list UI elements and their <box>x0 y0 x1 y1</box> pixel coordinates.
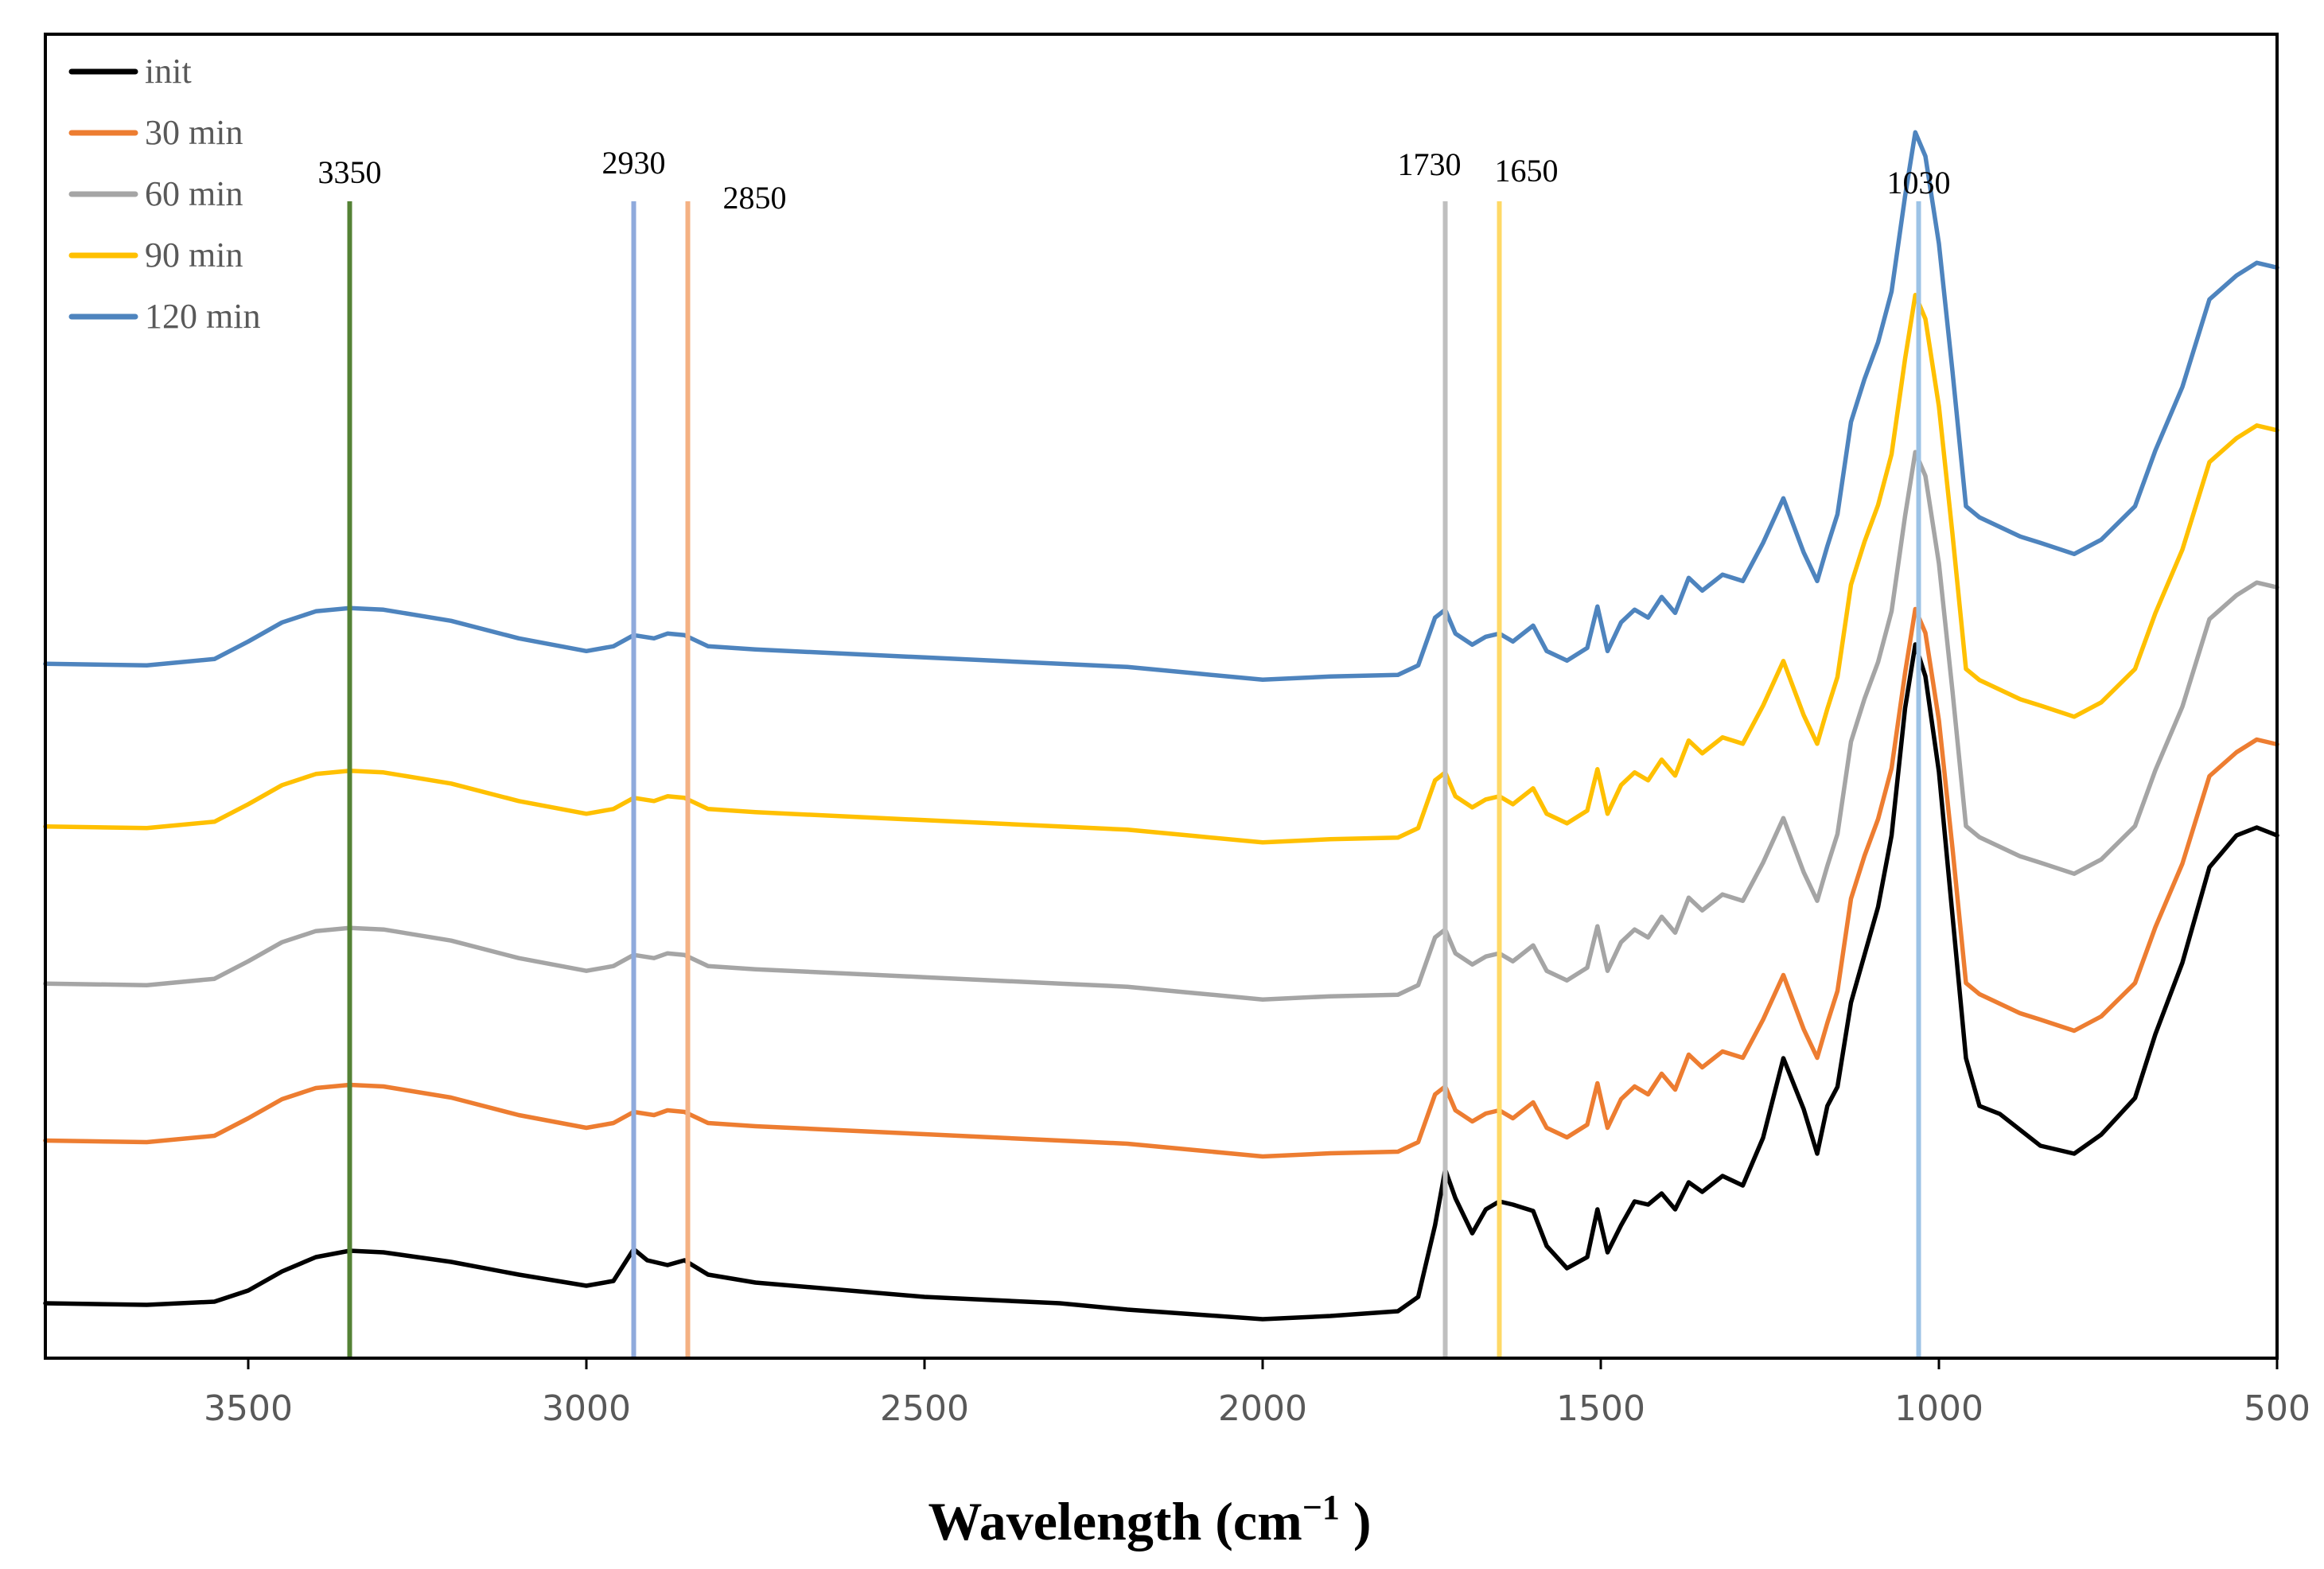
x-tick-label-3500: 3500 <box>204 1388 293 1429</box>
x-tick-label-500: 500 <box>2244 1388 2310 1429</box>
legend-label-120-min: 120 min <box>145 297 260 336</box>
series-line-90-min <box>43 293 2279 845</box>
marker-layer: 3350 2930 2850 1730 1650 1030 <box>318 145 1951 1358</box>
legend-label-init: init <box>145 52 192 91</box>
series-line-30-min <box>43 606 2279 1159</box>
marker-label-1730: 1730 <box>1398 146 1462 182</box>
marker-label-3350: 3350 <box>318 154 382 190</box>
legend-label-30-min: 30 min <box>145 113 243 152</box>
marker-label-2850: 2850 <box>723 180 787 216</box>
plot-area-border <box>44 33 2279 1360</box>
axis-layer: 3500 3000 2500 2000 1500 1000 500 <box>44 33 2310 1429</box>
x-tick-label-3000: 3000 <box>542 1388 631 1429</box>
x-axis-title-superscript: −1 <box>1302 1488 1340 1527</box>
x-tick-label-1000: 1000 <box>1894 1388 1983 1429</box>
series-layer <box>43 130 2279 1322</box>
legend-label-90-min: 90 min <box>145 236 243 274</box>
legend-label-60-min: 60 min <box>145 174 243 213</box>
x-tick-label-1500: 1500 <box>1556 1388 1645 1429</box>
marker-label-1030: 1030 <box>1887 165 1951 201</box>
x-tick-label-2500: 2500 <box>880 1388 969 1429</box>
series-line-init <box>43 642 2279 1322</box>
x-tick-label-2000: 2000 <box>1218 1388 1307 1429</box>
series-line-120-min <box>43 130 2279 683</box>
marker-label-2930: 2930 <box>602 145 666 181</box>
x-axis-title-close: ) <box>1340 1491 1372 1551</box>
legend: init 30 min 60 min 90 min 120 min <box>68 52 260 336</box>
x-axis-title-main: Wavelength (cm <box>928 1491 1302 1551</box>
series-line-60-min <box>43 450 2279 1002</box>
marker-label-1650: 1650 <box>1495 153 1559 189</box>
x-axis-title: Wavelength (cm−1 ) <box>928 1488 1372 1551</box>
